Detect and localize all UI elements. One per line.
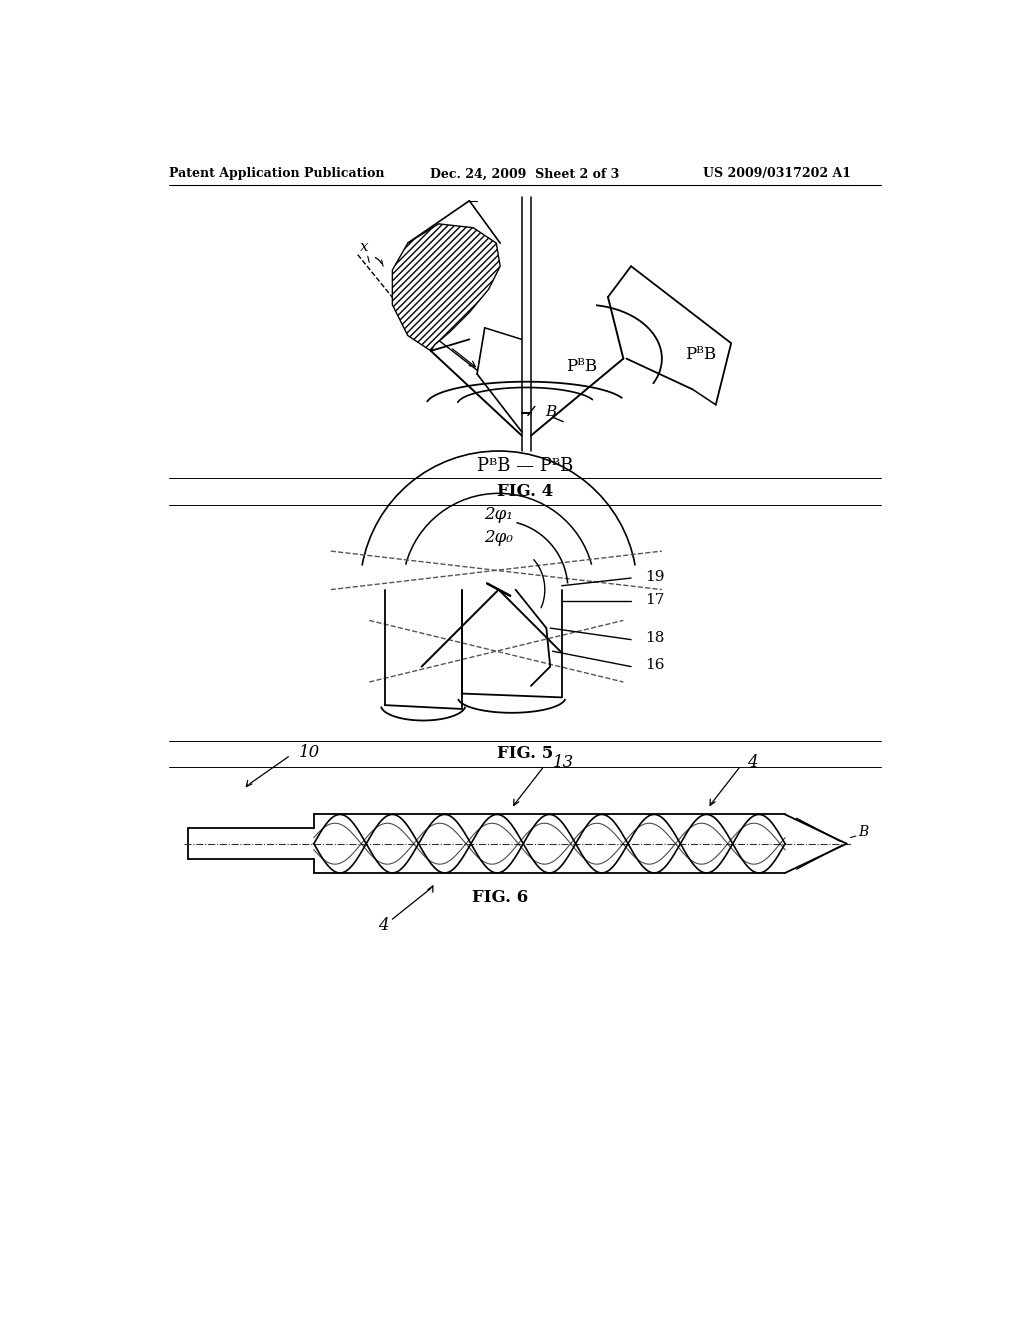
Text: 4: 4 [378, 917, 388, 933]
Text: PᴮB — PᴮB: PᴮB — PᴮB [476, 458, 573, 475]
Text: 17: 17 [645, 593, 665, 607]
Text: Patent Application Publication: Patent Application Publication [169, 168, 385, 181]
Text: B: B [545, 405, 556, 420]
Text: FIG. 6: FIG. 6 [472, 890, 528, 906]
Text: r₀B: r₀B [412, 276, 436, 302]
Text: Dec. 24, 2009  Sheet 2 of 3: Dec. 24, 2009 Sheet 2 of 3 [430, 168, 620, 181]
Text: PᴮB: PᴮB [685, 346, 716, 363]
Text: x: x [360, 240, 369, 253]
Text: FIG. 5: FIG. 5 [497, 744, 553, 762]
Text: 19: 19 [645, 569, 665, 583]
Text: 13: 13 [553, 754, 573, 771]
Text: 16: 16 [645, 659, 665, 672]
Text: 2φ₁: 2φ₁ [484, 506, 513, 523]
Text: B: B [858, 825, 868, 840]
Polygon shape [392, 224, 500, 351]
Text: PᴮB: PᴮB [565, 358, 597, 375]
Text: 10: 10 [298, 744, 319, 762]
Text: FIG. 4: FIG. 4 [497, 483, 553, 499]
Text: 4: 4 [746, 754, 757, 771]
Text: US 2009/0317202 A1: US 2009/0317202 A1 [703, 168, 851, 181]
Text: 2φ₀: 2φ₀ [484, 529, 513, 545]
Text: 18: 18 [645, 631, 665, 645]
